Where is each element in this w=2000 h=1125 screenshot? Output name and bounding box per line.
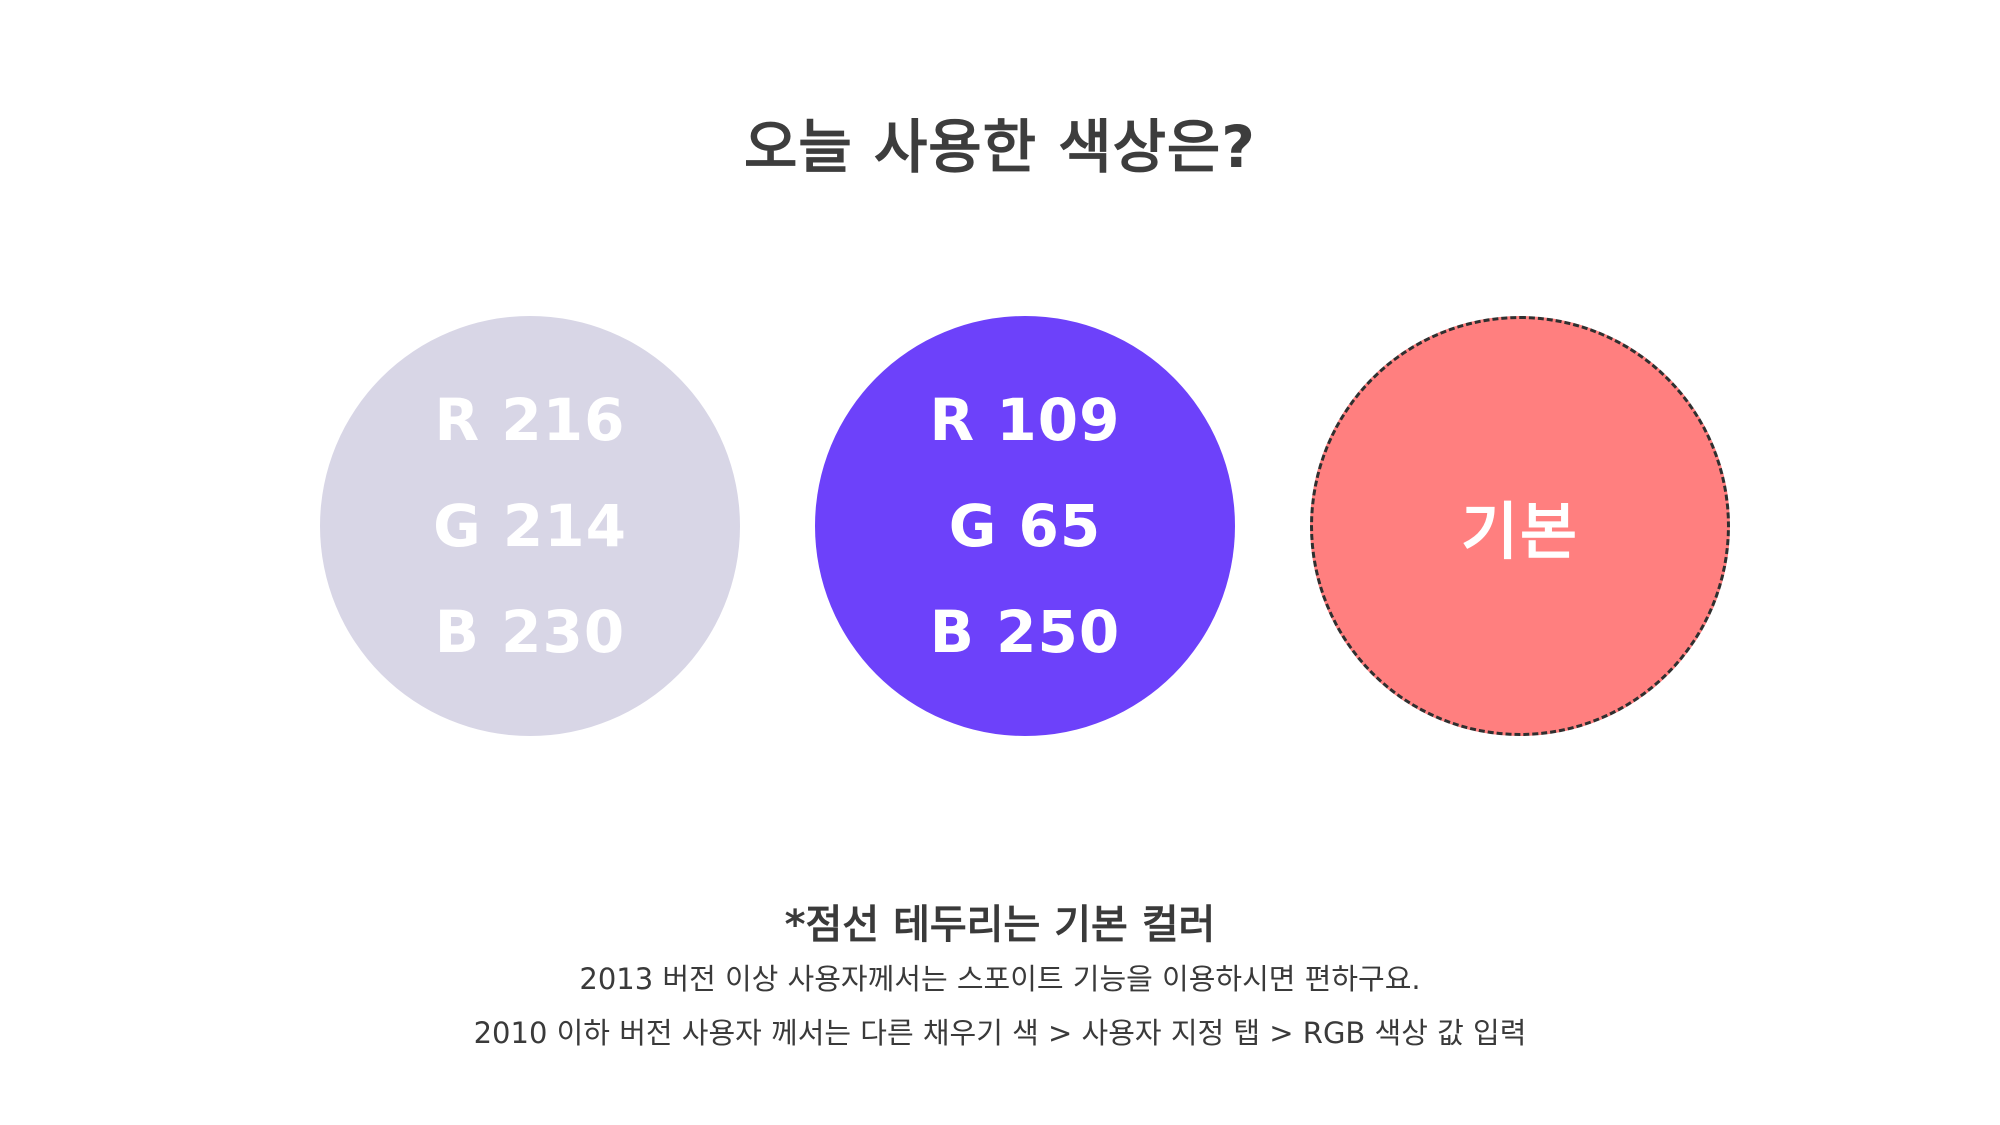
green-value: G 65 (948, 492, 1102, 560)
green-value: G 214 (433, 492, 627, 560)
note-line: 2010 이하 버전 사용자 께서는 다른 채우기 색 > 사용자 지정 탭 >… (473, 1016, 1527, 1050)
color-swatch-light-lavender: R 216 G 214 B 230 (320, 316, 740, 736)
basic-color-label: 기본 (1460, 495, 1580, 568)
color-swatch-basic-coral: 기본 (1310, 316, 1730, 736)
note-line: 2013 버전 이상 사용자께서는 스포이트 기능을 이용하시면 편하구요. (579, 962, 1421, 996)
blue-value: B 230 (434, 598, 626, 666)
note-heading: *점선 테두리는 기본 컬러 (784, 902, 1216, 948)
red-value: R 109 (929, 386, 1121, 454)
red-value: R 216 (434, 386, 626, 454)
page-title: 오늘 사용한 색상은? (744, 113, 1256, 181)
blue-value: B 250 (929, 598, 1121, 666)
color-swatch-purple: R 109 G 65 B 250 (815, 316, 1235, 736)
